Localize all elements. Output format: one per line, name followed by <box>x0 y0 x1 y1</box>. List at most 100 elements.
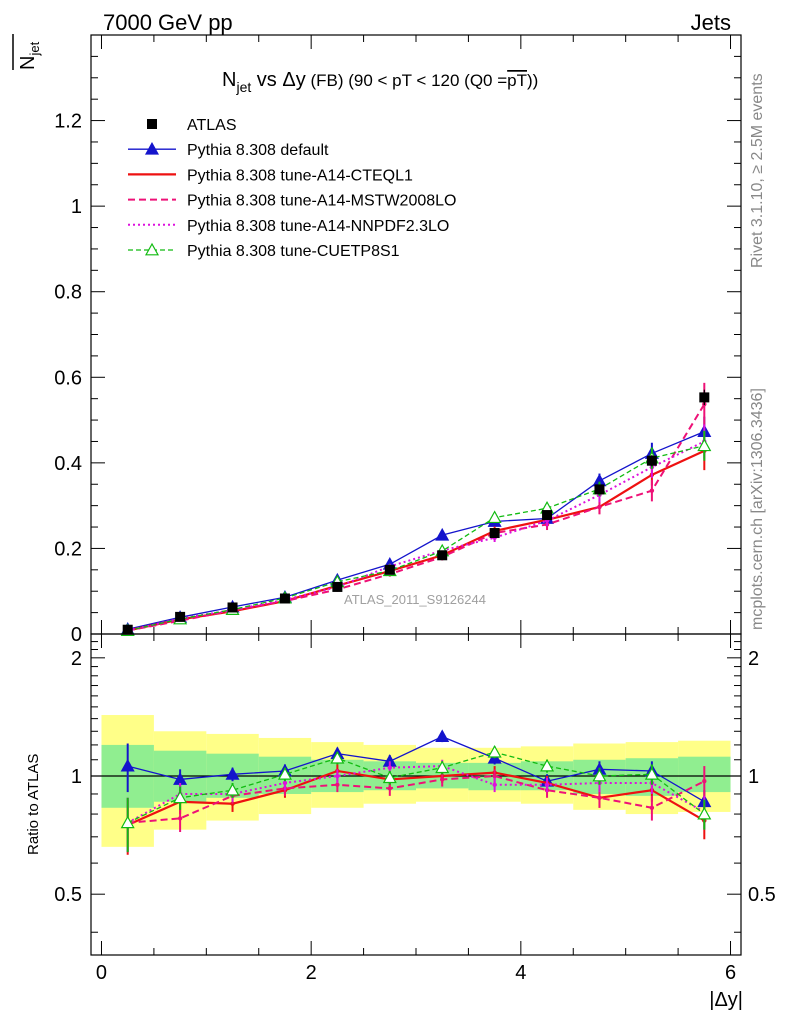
data-point <box>597 504 602 510</box>
series-line <box>127 449 705 632</box>
ratio-ylabel: Ratio to ATLAS <box>25 754 42 855</box>
legend-label: Pythia 8.308 default <box>187 142 329 159</box>
data-point <box>542 510 553 521</box>
rivet-label: Rivet 3.1.10, ≥ 2.5M events <box>749 73 766 268</box>
x-tick-label: 2 <box>306 962 317 984</box>
legend-label: ATLAS <box>187 117 237 134</box>
data-point <box>594 484 605 495</box>
main-plot: 0 0.2 0.4 0.6 0.8 1 1.2 <box>54 34 742 646</box>
series-line <box>127 769 705 827</box>
series-line <box>127 751 705 824</box>
title-n: N <box>222 69 236 91</box>
ratio-y-tick-label-right: 0.5 <box>748 884 776 906</box>
header-left-label: 7000 GeV pp <box>103 10 233 35</box>
mcplots-label: mcplots.cern.ch [arXiv:1306.3436] <box>749 388 766 630</box>
data-point <box>387 786 392 791</box>
data-point <box>225 767 240 780</box>
data-point <box>697 806 712 820</box>
legend-label: Pythia 8.308 tune-A14-CTEQL1 <box>187 167 413 184</box>
legend-item: Pythia 8.308 default <box>128 141 329 159</box>
series-line <box>127 431 705 630</box>
data-point <box>649 805 655 810</box>
data-point <box>335 773 340 779</box>
ratio-series-pythia-8-308-tune-cuetp8s1 <box>120 744 712 853</box>
data-point <box>699 392 710 403</box>
data-point <box>646 455 657 466</box>
legend-marker <box>144 242 160 256</box>
main-ylabel-n: Njet <box>17 41 42 70</box>
x-tick-label: 0 <box>96 962 107 984</box>
data-point <box>435 527 450 541</box>
data-point <box>697 438 712 452</box>
data-point <box>492 773 497 779</box>
y-tick-label: 1.2 <box>54 111 82 133</box>
ratio-y-tick-label: 0.5 <box>54 884 82 906</box>
legend: ATLAS Pythia 8.308 default Pythia 8.308 tu… <box>128 117 456 260</box>
title-vs: vs <box>251 69 282 91</box>
data-point <box>492 782 497 787</box>
main-ylabel-sub: jet <box>27 41 42 56</box>
x-axis-label: |Δy| <box>709 989 743 1011</box>
y-tick-label: 0.6 <box>54 367 82 389</box>
y-tick-label: 0.8 <box>54 282 82 304</box>
data-point <box>177 816 183 821</box>
main-series-atlas <box>122 389 710 635</box>
data-point <box>175 611 186 622</box>
data-point <box>489 528 500 539</box>
title-n-sub: jet <box>235 79 251 95</box>
main-ylabel: Njet <box>12 34 42 70</box>
data-point <box>544 782 550 787</box>
data-point <box>487 744 502 758</box>
data-point <box>644 767 659 780</box>
legend-marker <box>147 119 157 129</box>
legend-item: Pythia 8.308 tune-A14-MSTW2008LO <box>128 193 456 210</box>
ratio-y-tick-label: 1 <box>71 766 82 788</box>
data-point <box>173 790 188 804</box>
data-point <box>120 815 135 829</box>
y-tick-label: 0.2 <box>54 538 82 560</box>
data-point <box>437 550 448 561</box>
data-point <box>540 758 555 772</box>
data-point <box>440 777 445 782</box>
legend-item: Pythia 8.308 tune-A14-NNPDF2.3LO <box>128 218 449 235</box>
series-line <box>127 445 705 632</box>
plot-title: Njet vs Δy (FB) (90 < pT < 120 (Q0 =pT)) <box>222 69 538 95</box>
data-point <box>597 795 602 801</box>
data-point <box>387 765 392 770</box>
series-line <box>127 403 706 632</box>
data-point <box>384 564 395 575</box>
data-point <box>225 782 240 796</box>
data-point <box>382 770 397 784</box>
data-point <box>277 767 292 780</box>
data-point <box>282 780 288 786</box>
data-point <box>592 768 607 782</box>
data-point <box>435 729 450 743</box>
legend-label: Pythia 8.308 tune-CUETP8S1 <box>187 243 400 260</box>
data-point <box>279 593 290 604</box>
legend-item: Pythia 8.308 tune-A14-CTEQL1 <box>128 167 413 184</box>
ratio-frame <box>90 633 742 956</box>
watermark: ATLAS_2011_S9126244 <box>344 592 486 607</box>
legend-item: ATLAS <box>147 117 237 134</box>
data-point <box>487 510 502 524</box>
header-right-label: Jets <box>691 10 731 35</box>
legend-marker <box>144 141 160 155</box>
legend-label: Pythia 8.308 tune-A14-NNPDF2.3LO <box>187 218 449 235</box>
ratio-plot: 0.5 0.5 1 1 2 2 0 2 4 6 <box>54 633 776 984</box>
y-tick-label: 1 <box>71 196 82 218</box>
legend-item: Pythia 8.308 tune-CUETP8S1 <box>128 242 400 260</box>
data-point <box>702 779 707 784</box>
series-line <box>127 735 705 803</box>
x-tick-label: 6 <box>725 962 736 984</box>
data-point <box>227 602 238 613</box>
y-tick-label: 0.4 <box>54 453 82 475</box>
data-point <box>435 760 450 774</box>
y-tick-label: 0 <box>71 624 82 646</box>
ratio-y-tick-label: 2 <box>71 648 82 670</box>
data-point <box>335 782 340 787</box>
data-point <box>649 488 655 493</box>
x-tick-label: 4 <box>515 962 526 984</box>
series-line <box>127 774 705 824</box>
data-point <box>332 581 343 592</box>
